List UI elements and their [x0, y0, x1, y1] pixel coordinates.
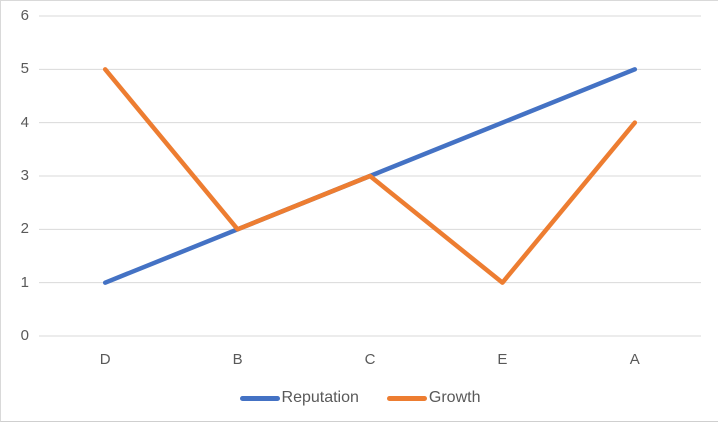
growth-series-line[interactable]: [102, 67, 638, 285]
y-tick-label: 4: [20, 113, 29, 131]
x-tick-label: A: [629, 351, 640, 368]
y-tick-label: 0: [20, 327, 29, 344]
x-tick-label: D: [99, 351, 111, 368]
y-tick-label: 6: [20, 7, 29, 24]
legend-item-growth[interactable]: Growth: [386, 389, 481, 407]
y-tick-label: 2: [20, 220, 29, 238]
legend-label: Growth: [428, 389, 481, 406]
reputation-line-swatch: [239, 395, 280, 401]
x-tick-label: C: [364, 351, 376, 368]
y-tick-label: 3: [20, 167, 29, 184]
legend-label: Reputation: [281, 389, 359, 406]
x-tick-label: B: [232, 351, 243, 368]
legend-item-reputation[interactable]: Reputation: [239, 389, 359, 407]
growth-line-swatch: [386, 395, 427, 401]
x-tick-label: E: [497, 351, 508, 368]
y-tick-label: 5: [20, 60, 29, 78]
legend: Reputation Growth: [1, 389, 718, 407]
y-tick-label: 1: [20, 273, 29, 291]
